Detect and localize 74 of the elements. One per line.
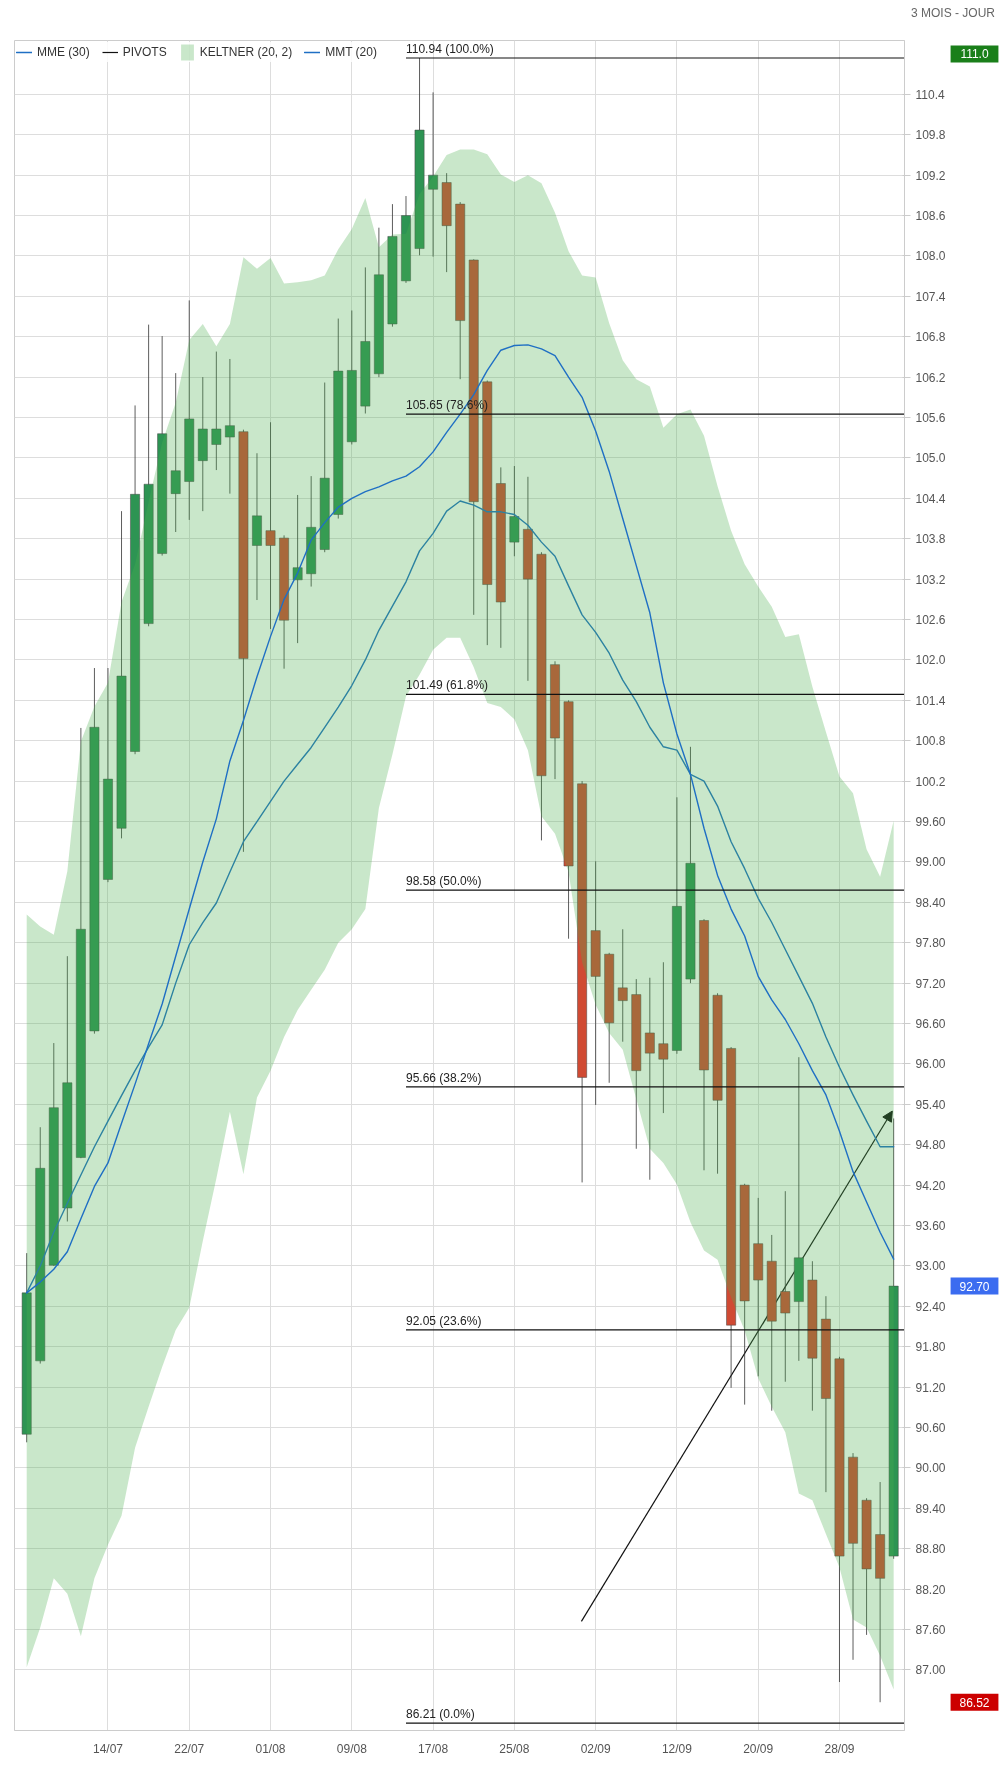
ref-line-label: 98.58 (50.0%) [405, 874, 482, 889]
x-tick-label: 28/09 [824, 1741, 855, 1756]
y-tick-label: 97.20 [915, 976, 946, 991]
x-tick-label: 20/09 [743, 1741, 774, 1756]
y-tick-label: 92.40 [915, 1299, 946, 1314]
candlestick [265, 421, 276, 630]
y-tick-label: 104.4 [915, 491, 946, 506]
candlestick [428, 91, 438, 258]
candlestick [225, 358, 235, 495]
y-tick-label: 102.6 [915, 613, 946, 628]
ref-line-label: 95.66 (38.2%) [405, 1070, 482, 1085]
y-tick-label: 103.2 [915, 572, 946, 587]
y-tick-label: 88.80 [915, 1542, 946, 1557]
x-tick-label: 12/09 [661, 1741, 693, 1756]
y-tick-label: 90.60 [915, 1421, 946, 1436]
text: 111.0 [960, 47, 989, 62]
text: 3 MOIS - JOUR [910, 5, 995, 22]
y-tick-label: 109.2 [915, 168, 946, 183]
y-tick-label: 103.8 [915, 532, 946, 547]
y-tick-label: 100.8 [915, 734, 946, 749]
y-tick-label: 88.20 [915, 1582, 946, 1597]
x-tick-label: 02/09 [580, 1741, 611, 1756]
y-tick-label: 91.20 [915, 1380, 946, 1395]
y-tick-label: 107.4 [915, 289, 946, 304]
text: 92.70 [959, 1279, 990, 1294]
y-tick-label: 108.6 [915, 209, 946, 224]
y-tick-label: 87.60 [915, 1623, 946, 1637]
y-tick-label: 90.00 [915, 1461, 946, 1476]
ref-line-label: 110.94 (100.0%) [405, 42, 494, 57]
y-tick-label: 105.0 [915, 451, 946, 466]
y-tick-label: 93.60 [915, 1219, 946, 1234]
legend-label: KELTNER (20, 2) [199, 45, 293, 59]
candlestick [292, 494, 303, 644]
y-tick-label: 99.00 [915, 855, 946, 870]
y-tick-label: 87.00 [915, 1663, 946, 1678]
y-tick-label: 100.2 [915, 774, 946, 789]
y-tick-label: 110.4 [915, 87, 945, 102]
y-tick-label: 108.0 [915, 249, 946, 264]
y-tick-label: 97.80 [915, 936, 946, 951]
x-tick-label: 09/08 [336, 1741, 368, 1756]
annotation: PIVOTS [122, 45, 167, 59]
y-tick-label: 89.40 [915, 1501, 946, 1516]
candlestick [211, 351, 222, 471]
x-tick-label: 01/08 [255, 1741, 286, 1756]
y-tick-label: 98.40 [915, 895, 946, 910]
legend-label: MMT (20) [325, 45, 377, 59]
candlestick [644, 977, 655, 1181]
y-tick-label: 93.00 [915, 1259, 946, 1274]
y-tick-label: 96.60 [915, 1017, 946, 1032]
y-tick-label: 109.8 [915, 128, 946, 143]
y-tick-label: 91.80 [915, 1340, 946, 1355]
x-tick-label: 25/08 [499, 1741, 530, 1756]
x-tick-label: 22/07 [174, 1741, 205, 1756]
y-tick-label: 106.2 [915, 370, 946, 385]
candlestick [617, 928, 628, 1043]
y-tick-label: 96.00 [915, 1057, 946, 1072]
candlestick [780, 1190, 791, 1383]
y-tick-label: 95.40 [915, 1097, 946, 1112]
y-tick-label: 106.8 [915, 330, 946, 345]
candlestick [658, 961, 669, 1114]
x-tick-label: 17/08 [418, 1741, 449, 1756]
ref-line-label: 92.05 (23.6%) [405, 1313, 482, 1328]
y-tick-label: 105.6 [915, 411, 946, 426]
y-tick-label: 99.60 [915, 815, 946, 830]
ref-line-label: 101.49 (61.8%) [405, 678, 489, 693]
text: 86.52 [959, 1695, 990, 1710]
y-tick-label: 102.0 [915, 653, 946, 668]
y-tick-label: 94.20 [915, 1178, 946, 1193]
y-tick-label: 94.80 [915, 1138, 946, 1153]
ref-line-label: 86.21 (0.0%) [405, 1707, 475, 1722]
y-tick-label: 101.4 [915, 693, 946, 708]
candlestick [170, 372, 181, 533]
legend-label: MME (30) [37, 45, 90, 59]
x-tick-label: 14/07 [92, 1741, 124, 1756]
